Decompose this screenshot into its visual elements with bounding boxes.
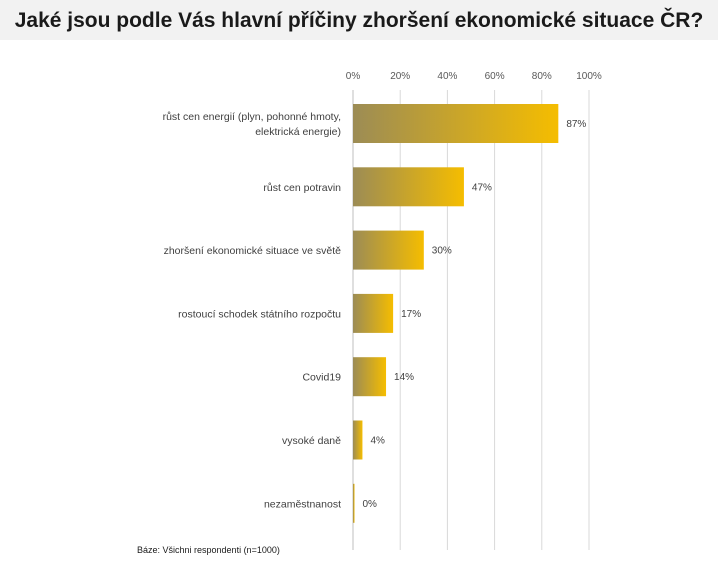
chart-title: Jaké jsou podle Vás hlavní příčiny zhorš…	[14, 9, 704, 32]
data-label: 30%	[432, 246, 452, 257]
bar	[353, 293, 394, 333]
category-label: elektrická energie)	[255, 126, 341, 138]
category-label: nezaměstnanost	[264, 498, 341, 510]
title-bar	[0, 0, 718, 40]
category-label: rostoucí schodek státního rozpočtu	[178, 308, 341, 320]
x-tick-label: 100%	[576, 71, 602, 82]
bar	[353, 230, 424, 270]
data-label: 0%	[363, 499, 378, 510]
data-label: 4%	[370, 436, 385, 447]
category-label: zhoršení ekonomické situace ve světě	[164, 245, 342, 257]
bar	[353, 167, 464, 207]
data-label: 87%	[566, 119, 586, 130]
bar	[353, 483, 355, 523]
bar	[353, 104, 559, 143]
bar	[353, 357, 387, 397]
category-label: Covid19	[302, 372, 341, 384]
data-label: 17%	[401, 309, 421, 320]
bar	[353, 420, 363, 460]
category-label: vysoké daně	[282, 435, 341, 447]
x-tick-label: 20%	[390, 71, 410, 82]
x-tick-label: 0%	[346, 71, 361, 82]
x-tick-label: 40%	[437, 71, 457, 82]
x-tick-label: 60%	[485, 71, 505, 82]
category-label: růst cen energií (plyn, pohonné hmoty,	[163, 111, 341, 123]
category-label: růst cen potravin	[263, 182, 341, 194]
footnote: Báze: Všichni respondenti (n=1000)	[137, 545, 280, 555]
x-tick-label: 80%	[532, 71, 552, 82]
data-label: 14%	[394, 372, 414, 383]
data-label: 47%	[472, 182, 492, 193]
